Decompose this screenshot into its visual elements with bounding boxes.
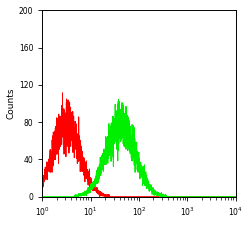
Y-axis label: Counts: Counts — [7, 88, 16, 119]
